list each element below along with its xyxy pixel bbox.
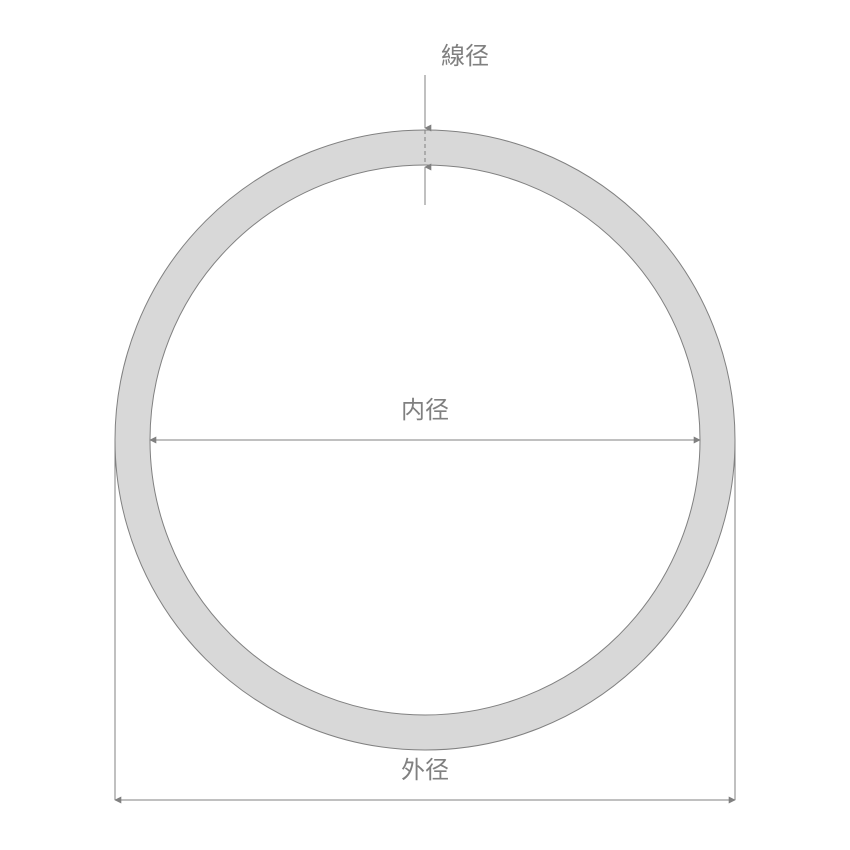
ring-dimension-diagram: 外径 内径 線径 [0, 0, 850, 850]
wire-diameter-label: 線径 [441, 43, 489, 70]
inner-diameter-label: 内径 [401, 397, 449, 424]
outer-diameter-label: 外径 [401, 757, 449, 784]
